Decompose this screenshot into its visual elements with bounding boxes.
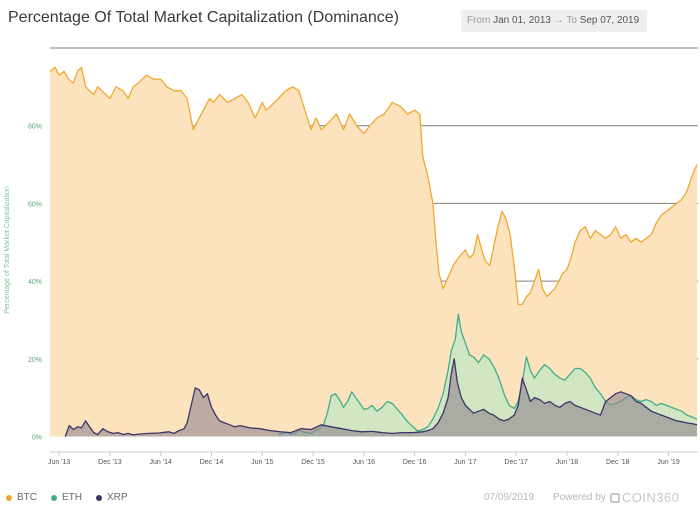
y-axis-title: Percentage of Total Market Capitalizatio… xyxy=(4,186,11,314)
legend-label-xrp: XRP xyxy=(107,492,128,503)
area-eth xyxy=(278,314,697,437)
footer-date: 07/09/2019 xyxy=(484,492,535,503)
legend-item-eth[interactable]: ETH xyxy=(51,492,82,503)
legend-item-xrp[interactable]: XRP xyxy=(96,492,128,503)
ytick-label: 60% xyxy=(28,201,42,208)
ytick-label: 20% xyxy=(28,357,42,364)
xtick-label: Dec '13 xyxy=(98,459,122,466)
xtick-label: Dec '14 xyxy=(200,459,224,466)
legend-label-btc: BTC xyxy=(17,492,37,503)
powered-by-label: Powered by xyxy=(553,492,606,503)
xtick-label: Jun '19 xyxy=(657,459,679,466)
legend-label-eth: ETH xyxy=(62,492,82,503)
legend-swatch-xrp xyxy=(96,494,102,501)
range-to-label: To xyxy=(566,15,577,26)
xtick-label: Jun '17 xyxy=(454,459,476,466)
powered-by[interactable]: Powered by COIN360 xyxy=(553,490,680,505)
date-range-selector[interactable]: From Jan 01, 2013 → To Sep 07, 2019 xyxy=(461,10,647,32)
range-to-value[interactable]: Sep 07, 2019 xyxy=(579,15,640,26)
range-separator: → xyxy=(553,15,564,26)
area-btc xyxy=(50,67,697,437)
xtick-label: Jun '13 xyxy=(48,459,70,466)
area-xrp xyxy=(65,358,697,437)
range-from-label: From xyxy=(467,15,491,26)
brand-logo: COIN360 xyxy=(609,490,680,505)
ytick-label: 40% xyxy=(28,279,42,286)
xtick-label: Jun '15 xyxy=(251,459,273,466)
ytick-label: 80% xyxy=(28,124,42,131)
line-xrp xyxy=(64,358,698,437)
xtick-label: Jun '18 xyxy=(556,459,578,466)
xtick-label: Dec '15 xyxy=(301,459,325,466)
xtick-label: Dec '17 xyxy=(504,459,528,466)
legend-item-btc[interactable]: BTC xyxy=(6,492,37,503)
chart-title: Percentage Of Total Market Capitalizatio… xyxy=(8,9,399,26)
xtick-label: Jun '16 xyxy=(353,459,375,466)
brand-mark-icon xyxy=(609,492,620,503)
chart-legend: BTC ETH XRP xyxy=(6,492,128,503)
line-btc xyxy=(49,66,698,306)
legend-swatch-btc xyxy=(6,494,12,501)
brand-name: COIN360 xyxy=(621,490,680,505)
xtick-label: Dec '16 xyxy=(403,459,427,466)
legend-swatch-eth xyxy=(51,494,57,501)
range-from-value[interactable]: Jan 01, 2013 xyxy=(493,15,551,26)
xtick-label: Jun '14 xyxy=(150,459,172,466)
ytick-label: 0% xyxy=(32,434,42,441)
xtick-label: Dec '18 xyxy=(606,459,630,466)
